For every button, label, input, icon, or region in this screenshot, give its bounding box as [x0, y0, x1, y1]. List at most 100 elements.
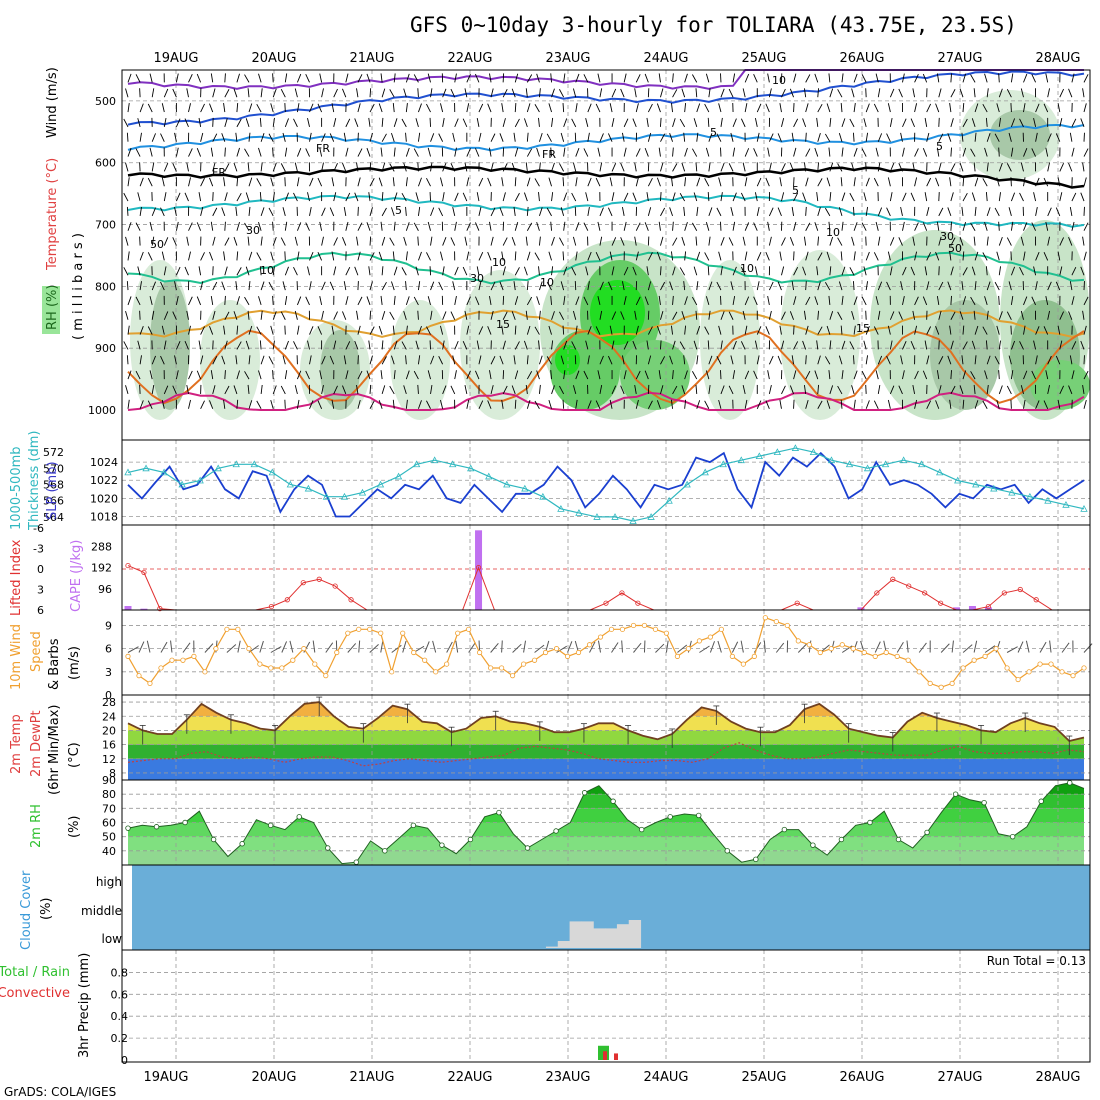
- thickness-marker: [809, 448, 818, 456]
- wind-barb: [732, 73, 736, 83]
- wind-barb: [186, 385, 189, 395]
- wind-barb: [912, 236, 916, 246]
- wind-barb: [863, 340, 867, 350]
- wind-barb: [333, 340, 337, 350]
- wind-barb: [994, 356, 1000, 365]
- low-cloud-bar: [557, 941, 571, 948]
- wind-barb: [139, 206, 142, 216]
- wind-barb: [430, 236, 433, 246]
- wind-barb: [768, 355, 774, 365]
- wind-barb: [393, 147, 396, 157]
- wind-barb: [462, 192, 468, 202]
- wind-barb: [887, 399, 891, 409]
- wind-barb: [260, 384, 263, 394]
- wind10-barb: [874, 641, 881, 653]
- thickness-marker: [322, 492, 331, 500]
- wind-barb: [962, 147, 967, 157]
- wind-barb: [321, 133, 326, 142]
- wind-barb: [597, 73, 601, 83]
- wind-barb: [319, 147, 323, 157]
- wind-barb: [817, 281, 821, 291]
- wind-barb: [789, 237, 794, 246]
- wind-barb: [184, 192, 189, 202]
- wind-barb: [824, 207, 831, 217]
- wind-barb: [936, 147, 940, 157]
- wind-barb: [620, 311, 625, 320]
- li-tick-label: 3: [37, 584, 44, 597]
- wind-barb: [405, 296, 410, 306]
- wind10-marker: [169, 657, 175, 663]
- wind-barb: [962, 399, 965, 409]
- wind-barb: [802, 340, 807, 350]
- wind-barb: [744, 325, 748, 335]
- wind-barb: [212, 356, 218, 365]
- wind-barb: [998, 73, 1000, 83]
- wind-barb: [853, 370, 858, 380]
- wind-barb: [805, 325, 809, 335]
- wind-barb: [559, 237, 565, 246]
- wind-barb: [248, 281, 251, 291]
- thickness-marker: [394, 472, 403, 480]
- wind-barb: [1068, 88, 1073, 98]
- wind10-barb: [501, 640, 503, 653]
- wind10-marker: [982, 653, 988, 659]
- wind-barb: [345, 221, 349, 231]
- wind-barb: [571, 192, 577, 202]
- wind-barb: [902, 147, 905, 157]
- wind-barb: [837, 385, 843, 395]
- wind-barb: [996, 103, 1000, 113]
- wind-barb: [621, 206, 625, 216]
- wind-barb: [587, 355, 590, 365]
- wind10-marker: [1070, 673, 1076, 679]
- wind-barb: [971, 192, 976, 202]
- wind-barb: [188, 222, 193, 231]
- wind-barb: [476, 266, 480, 276]
- wind-barb: [805, 74, 811, 83]
- wind-barb: [924, 266, 928, 276]
- precip-label: 3hr Precip (mm): [77, 953, 92, 1058]
- wind-barb: [514, 177, 517, 187]
- li-tick-label: 0: [37, 563, 44, 576]
- wind-barb: [660, 162, 664, 172]
- lifted-index-marker: [922, 590, 928, 596]
- wind-barb: [163, 88, 169, 98]
- wind10-unit-label: (m/s): [67, 646, 82, 680]
- wind-barb: [345, 266, 351, 276]
- wind-barb: [1035, 400, 1040, 409]
- wind-barb: [487, 177, 492, 187]
- wind-barb: [986, 281, 991, 291]
- run-total: Run Total = 0.13: [987, 954, 1086, 968]
- lifted-index-marker: [316, 576, 322, 582]
- wind10-barb: [146, 640, 151, 653]
- wind-barb: [440, 399, 444, 409]
- thickness-marker: [611, 513, 619, 520]
- wind-barb: [1019, 266, 1024, 276]
- wind-barb: [454, 370, 457, 380]
- wind-barb: [889, 311, 895, 320]
- wind-barb: [679, 341, 686, 350]
- thickness-marker: [701, 468, 709, 476]
- wind-barb: [393, 118, 398, 128]
- thickness-marker: [449, 460, 457, 468]
- wind-barb: [816, 117, 819, 127]
- rh2m-tick-label: 90: [102, 774, 116, 787]
- wind-barb: [716, 356, 722, 365]
- wind-barb: [200, 400, 205, 409]
- wind-barb: [828, 295, 831, 305]
- wind-barb: [692, 74, 698, 83]
- rh2m-marker: [239, 841, 245, 847]
- wind-barb: [705, 296, 710, 306]
- wind-barb: [1083, 177, 1087, 187]
- wind-barb: [829, 117, 832, 127]
- wind-barb: [305, 222, 310, 231]
- wind-barb: [127, 251, 130, 261]
- wind-barb: [877, 281, 883, 291]
- rh-blob: [700, 260, 760, 420]
- date-label-25aug: 25AUG: [741, 51, 786, 66]
- wind-barb: [756, 103, 762, 113]
- wind-barb: [256, 178, 262, 187]
- wind-barb: [284, 295, 288, 305]
- wind-barb: [949, 177, 952, 187]
- wind-barb: [499, 207, 504, 217]
